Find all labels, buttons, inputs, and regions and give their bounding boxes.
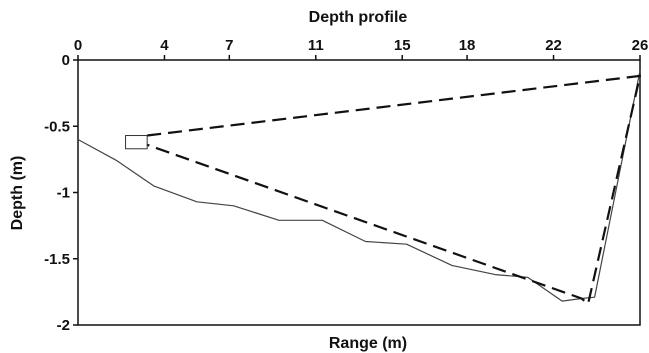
chart-title: Depth profile <box>309 9 408 26</box>
x-tick-label: 15 <box>394 37 411 54</box>
y-tick-label: -1 <box>57 185 70 202</box>
x-tick-label: 26 <box>632 37 649 54</box>
x-tick-label: 11 <box>308 37 324 54</box>
series-layer <box>77 70 642 305</box>
y-axis: 0 -0.5 -1 -1.5 -2 <box>44 52 78 334</box>
depth-profile-line <box>77 70 641 302</box>
y-tick-label: 0 <box>62 52 70 69</box>
y-tick-label: -1.5 <box>44 251 70 268</box>
y-axis-label: Depth (m) <box>9 156 26 231</box>
y-tick-label: -2 <box>57 317 70 334</box>
x-tick-label: 7 <box>225 37 233 54</box>
dashed-ray-path <box>146 74 642 305</box>
x-axis-label: Range (m) <box>329 335 407 352</box>
y-tick-label: -0.5 <box>44 118 70 135</box>
x-tick-label: 0 <box>74 37 82 54</box>
x-tick-label: 18 <box>459 37 476 54</box>
x-tick-label: 4 <box>160 37 169 54</box>
x-axis: 0 4 7 11 15 18 22 26 <box>74 37 649 60</box>
x-tick-label: 22 <box>545 37 562 54</box>
source-box <box>125 135 148 150</box>
plot-frame <box>77 59 641 326</box>
